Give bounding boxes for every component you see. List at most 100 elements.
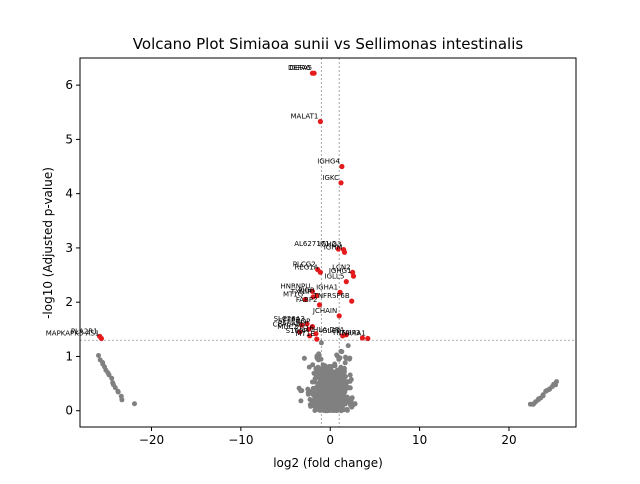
gene-label: LCN2 [332,263,350,271]
gene-label: JCHAIN [312,307,337,315]
gene-label: TFF3 [282,316,300,324]
nonsignificant-point [339,385,345,391]
gene-label: IGLL5 [325,273,345,281]
nonsignificant-point [314,384,320,390]
nonsignificant-point [312,379,318,385]
nonsignificant-point [119,397,125,403]
plot-frame [79,57,577,428]
nonsignificant-point [338,348,344,354]
nonsignificant-point [313,375,319,381]
nonsignificant-point [312,396,318,402]
nonsignificant-point [313,366,319,372]
gene-label: IGLC2 [320,327,341,335]
nonsignificant-point [112,385,118,391]
significant-point [336,313,342,319]
nonsignificant-point [347,378,353,384]
gene-label: MUC2 [277,323,298,331]
nonsignificant-point [343,355,349,361]
nonsignificant-point [315,401,321,407]
x-tick-label: −10 [228,433,253,447]
significant-point [304,321,310,327]
nonsignificant-point [319,372,325,378]
gene-label: IGHM [324,243,343,251]
y-tick-label: 1 [65,349,73,363]
gene-label: MAPKAPK5-AS1 [46,330,100,338]
gene-label: FABP2 [296,296,318,304]
nonsignificant-point [132,401,137,407]
nonsignificant-point [347,385,353,391]
nonsignificant-point [109,375,115,381]
significant-point [313,331,319,337]
significant-point [297,329,303,335]
gene-label: IGHG3 [319,241,342,249]
nonsignificant-point [341,368,347,374]
significant-point [350,273,357,279]
gene-label: HNRNPU [280,282,310,290]
nonsignificant-point [527,401,533,407]
nonsignificant-point [352,401,358,407]
y-axis-label: -log10 (Adjusted p-value) [41,167,55,319]
x-tick-label: 10 [412,433,427,447]
x-tick-label: 0 [326,433,334,447]
gene-label: DEFA5 [290,64,312,72]
nonsignificant-point [298,398,304,404]
nonsignificant-point [319,407,325,413]
gene-label: IGHA1 [316,283,338,291]
nonsignificant-point [336,395,342,400]
gene-label: HLA-DRA [313,326,344,334]
gene-label: PIGR [298,287,315,295]
gene-label: TNFAIP3 [331,329,360,337]
gene-label: TXNIP [290,288,312,296]
significant-point [307,333,313,339]
significant-point [349,298,355,304]
significant-point [341,249,348,255]
nonsignificant-point [316,353,322,359]
nonsignificant-point [334,353,340,359]
nonsignificant-point [333,400,339,406]
nonsignificant-point [328,364,334,370]
significant-point [309,324,315,330]
gene-label: CEACAM7 [273,320,307,328]
nonsignificant-point [327,406,332,412]
gene-label: TNFRSF6B [313,292,350,300]
y-tick-label: 4 [65,187,73,201]
nonsignificant-point [345,343,351,349]
nonsignificant-point [332,363,338,369]
nonsignificant-point [306,364,312,370]
y-tick-label: 3 [65,241,73,255]
nonsignificant-point [341,378,347,384]
significant-point [311,70,317,76]
significant-point [316,302,323,308]
significant-point [365,335,371,342]
nonsignificant-point [324,383,329,389]
gene-label: MT1G [283,291,303,299]
nonsignificant-point [342,360,348,366]
gene-label: NR4A1 [342,330,366,338]
gene-label: SELENOP [278,318,310,326]
nonsignificant-point [340,403,346,409]
nonsignificant-point [322,365,328,371]
significant-point [337,289,343,295]
nonsignificant-point [325,372,331,378]
gene-label: ZG16 [295,325,315,333]
significant-point [302,296,308,303]
nonsignificant-point [318,381,324,387]
nonsignificant-point [347,372,353,378]
nonsignificant-point [96,353,101,358]
nonsignificant-point [347,396,353,402]
significant-point [317,118,323,125]
significant-point [338,180,344,186]
gene-label: S100P [286,327,308,335]
gene-label: AL627171.2 [294,240,336,248]
nonsignificant-point [337,366,343,372]
gene-label: IGHG1 [329,267,352,275]
gene-label: MT1E [296,330,315,338]
significant-point [314,336,320,342]
nonsignificant-point [332,381,338,387]
nonsignificant-point [336,375,342,381]
nonsignificant-point [308,389,314,395]
y-tick-label: 2 [65,295,73,309]
x-axis-label: log2 (fold change) [273,456,383,470]
significant-point [335,246,341,252]
